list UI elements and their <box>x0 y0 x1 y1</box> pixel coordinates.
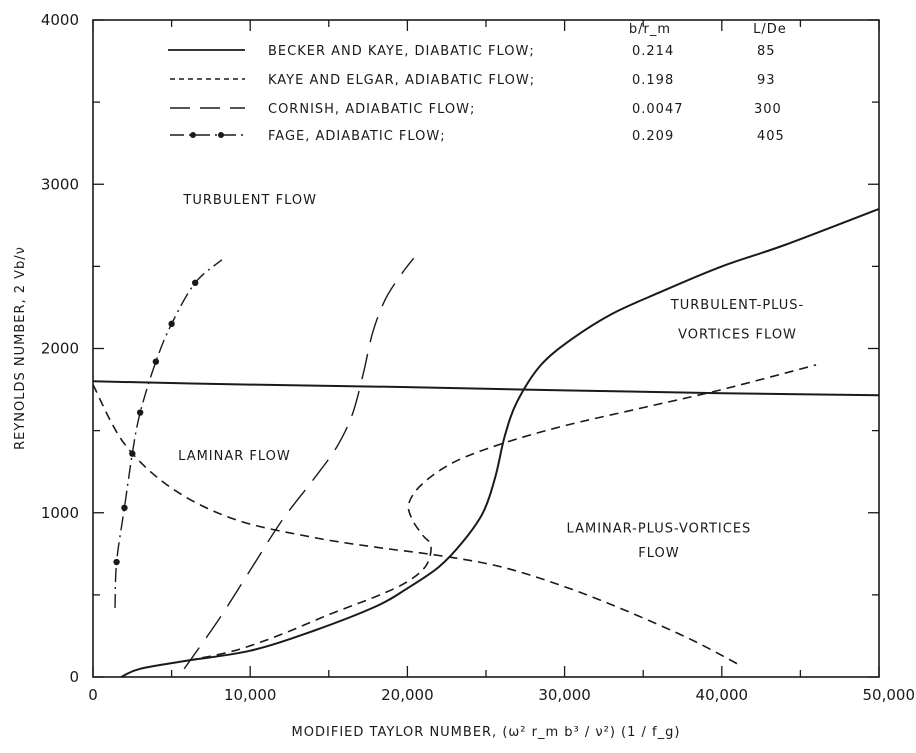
curves <box>92 207 880 678</box>
legend-lde-cornish: 300 <box>754 102 782 117</box>
legend-col-header-l-de: L/De <box>753 22 787 37</box>
x-tick-label: 30,000 <box>538 686 591 704</box>
region-label-turbulent-plus: TURBULENT-PLUS- <box>670 298 804 313</box>
region-label-flow: FLOW <box>638 546 679 561</box>
legend-brm-becker: 0.214 <box>632 44 674 59</box>
series-line-unnamed <box>92 380 880 397</box>
series-line-kaye-and-elgar-adiabatic-flow <box>187 364 817 662</box>
y-tick-label: 1000 <box>41 504 79 522</box>
markers <box>113 279 199 566</box>
series-marker-fage-adiabatic-flow <box>152 358 160 365</box>
legend-marker-fage-2 <box>218 132 224 138</box>
y-tick-label: 4000 <box>41 11 79 29</box>
series-line-becker-and-kaye-diabatic-flow <box>120 207 880 678</box>
y-tick-label: 3000 <box>41 175 79 193</box>
legend-lde-becker: 85 <box>757 44 776 59</box>
series-marker-fage-adiabatic-flow <box>129 450 136 457</box>
series-marker-fage-adiabatic-flow <box>121 504 128 512</box>
plot-frame <box>92 19 880 678</box>
legend-lde-fage: 405 <box>757 129 785 144</box>
legend-brm-fage: 0.209 <box>632 129 674 144</box>
series-line-fage-adiabatic-flow <box>114 259 223 609</box>
series-line-cornish-adiabatic-flow <box>183 257 415 670</box>
x-tick-label: 0 <box>88 686 98 704</box>
x-tick-label: 20,000 <box>381 686 434 704</box>
legend-brm-kaye: 0.198 <box>632 73 674 88</box>
series-line-kaye-and-elgar-adiabatic-flow-second-curve <box>92 384 738 665</box>
y-axis-title: REYNOLDS NUMBER, 2 Vb/ν <box>13 246 28 450</box>
series-marker-fage-adiabatic-flow <box>136 409 144 416</box>
axis-ticks <box>92 19 880 678</box>
legend-label-becker: BECKER AND KAYE, DIABATIC FLOW; <box>268 44 535 59</box>
legend-label-cornish: CORNISH, ADIABATIC FLOW; <box>268 102 475 117</box>
legend-brm-cornish: 0.0047 <box>632 102 684 117</box>
x-tick-label: 50,000 <box>863 686 916 704</box>
series-marker-fage-adiabatic-flow <box>113 558 120 566</box>
legend: b/r_m L/De BECKER AND KAYE, DIABATIC FLO… <box>168 22 787 144</box>
series-marker-fage-adiabatic-flow <box>191 279 199 286</box>
axis-tick-labels: 0 10,000 20,000 30,000 40,000 50,000 0 1000 2000… <box>41 11 915 704</box>
legend-marker-fage-1 <box>190 132 196 138</box>
series-marker-fage-adiabatic-flow <box>168 320 175 328</box>
region-label-vortices-flow: VORTICES FLOW <box>678 328 797 343</box>
y-tick-label: 0 <box>69 668 79 686</box>
legend-lde-kaye: 93 <box>757 73 776 88</box>
x-tick-label: 10,000 <box>224 686 277 704</box>
region-label-laminar-plus-vortices: LAMINAR-PLUS-VORTICES <box>567 521 752 536</box>
region-label-laminar-flow: LAMINAR FLOW <box>178 449 291 464</box>
x-axis-title: MODIFIED TAYLOR NUMBER, (ω² r_m b³ / ν²)… <box>292 725 681 740</box>
legend-label-fage: FAGE, ADIABATIC FLOW; <box>268 129 446 144</box>
region-annotations: TURBULENT FLOW LAMINAR FLOW TURBULENT-PLUS… <box>178 193 804 561</box>
legend-label-kaye: KAYE AND ELGAR, ADIABATIC FLOW; <box>268 73 535 88</box>
x-tick-label: 40,000 <box>696 686 749 704</box>
y-tick-label: 2000 <box>41 340 79 358</box>
region-label-turbulent-flow: TURBULENT FLOW <box>182 193 317 208</box>
legend-col-header-b-rm: b/r_m <box>629 22 671 37</box>
